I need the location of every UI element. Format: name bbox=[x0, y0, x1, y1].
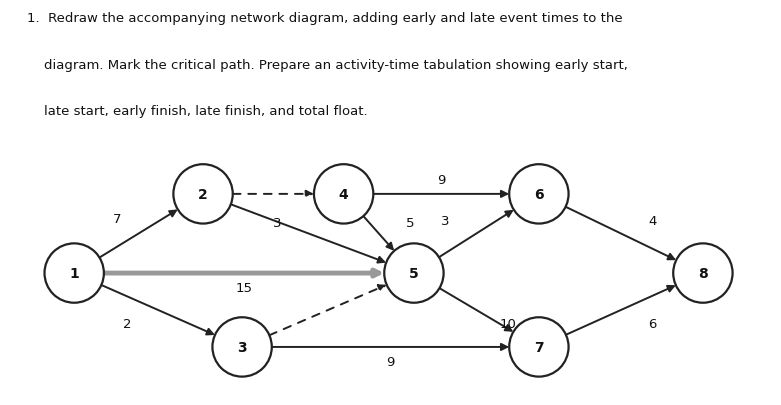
Text: 3: 3 bbox=[273, 217, 281, 230]
Text: 8: 8 bbox=[698, 266, 708, 280]
Text: diagram. Mark the critical path. Prepare an activity-time tabulation showing ear: diagram. Mark the critical path. Prepare… bbox=[27, 58, 628, 71]
Text: late start, early finish, late finish, and total float.: late start, early finish, late finish, a… bbox=[27, 104, 368, 117]
Ellipse shape bbox=[314, 165, 373, 224]
Text: 5: 5 bbox=[409, 266, 419, 280]
Text: 7: 7 bbox=[112, 213, 121, 226]
Text: 4: 4 bbox=[648, 214, 656, 227]
Text: 10: 10 bbox=[499, 317, 516, 330]
Text: 1.  Redraw the accompanying network diagram, adding early and late event times t: 1. Redraw the accompanying network diagr… bbox=[27, 12, 623, 25]
Text: 1: 1 bbox=[70, 266, 79, 280]
Ellipse shape bbox=[384, 244, 444, 303]
Ellipse shape bbox=[509, 318, 569, 377]
Text: 3: 3 bbox=[237, 340, 247, 354]
Text: 9: 9 bbox=[437, 173, 445, 186]
Ellipse shape bbox=[212, 318, 272, 377]
Text: 9: 9 bbox=[387, 355, 394, 368]
Text: 2: 2 bbox=[198, 188, 208, 201]
Text: 15: 15 bbox=[236, 281, 252, 294]
Ellipse shape bbox=[173, 165, 233, 224]
Text: 5: 5 bbox=[406, 217, 414, 230]
Ellipse shape bbox=[45, 244, 104, 303]
Ellipse shape bbox=[673, 244, 733, 303]
Text: 3: 3 bbox=[441, 214, 449, 227]
Ellipse shape bbox=[509, 165, 569, 224]
Text: 4: 4 bbox=[339, 188, 348, 201]
Text: 2: 2 bbox=[123, 317, 131, 330]
Text: 7: 7 bbox=[534, 340, 544, 354]
Text: 6: 6 bbox=[648, 317, 656, 330]
Text: 6: 6 bbox=[534, 188, 544, 201]
